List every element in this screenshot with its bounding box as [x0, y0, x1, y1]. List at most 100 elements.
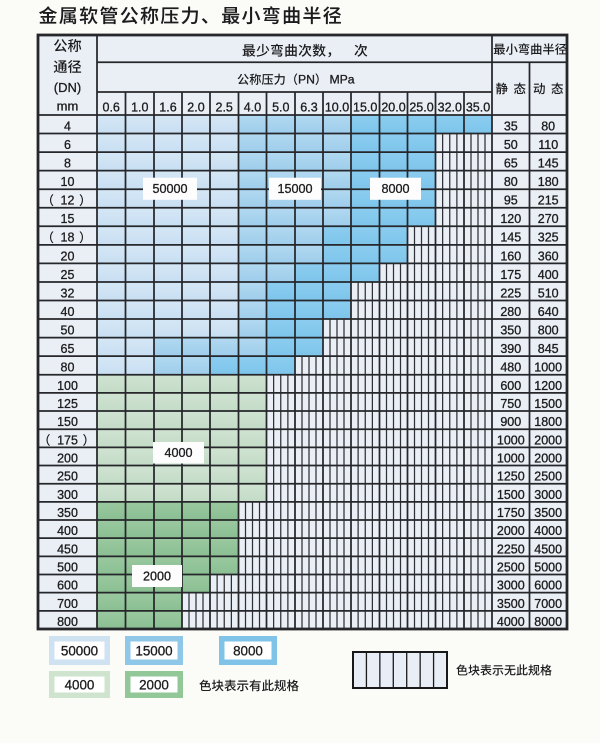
svg-text:2000: 2000 [534, 433, 562, 447]
svg-text:3000: 3000 [497, 579, 525, 593]
svg-text:600: 600 [57, 579, 78, 593]
svg-text:350: 350 [57, 506, 78, 520]
svg-text:2250: 2250 [497, 542, 525, 556]
svg-text:900: 900 [500, 415, 521, 429]
svg-text:2000: 2000 [497, 524, 525, 538]
svg-text:32.0: 32.0 [438, 101, 462, 115]
svg-text:800: 800 [538, 324, 559, 338]
svg-text:35.0: 35.0 [466, 101, 490, 115]
svg-text:mm: mm [57, 99, 79, 114]
svg-text:300: 300 [57, 488, 78, 502]
svg-text:20: 20 [61, 249, 75, 263]
svg-text:(DN): (DN) [54, 80, 81, 95]
svg-text:225: 225 [500, 286, 521, 300]
svg-text:450: 450 [57, 542, 78, 556]
svg-text:2000: 2000 [143, 570, 171, 584]
svg-text:7000: 7000 [534, 597, 562, 611]
svg-text:80: 80 [541, 119, 555, 133]
svg-text:325: 325 [538, 231, 559, 245]
svg-text:25: 25 [61, 268, 75, 282]
svg-text:80: 80 [61, 361, 75, 375]
svg-text:10: 10 [61, 175, 75, 189]
svg-text:12: 12 [61, 194, 75, 208]
svg-text:2500: 2500 [497, 561, 525, 575]
svg-text:50: 50 [504, 138, 518, 152]
svg-text:1000: 1000 [534, 361, 562, 375]
svg-text:1500: 1500 [534, 397, 562, 411]
svg-text:50000: 50000 [152, 182, 187, 196]
svg-text:1.6: 1.6 [159, 101, 176, 115]
svg-text:150: 150 [57, 415, 78, 429]
svg-text:40: 40 [61, 305, 75, 319]
svg-text:8000: 8000 [233, 644, 263, 659]
svg-text:1000: 1000 [497, 433, 525, 447]
svg-text:350: 350 [500, 324, 521, 338]
svg-text:2000: 2000 [139, 678, 169, 693]
svg-text:270: 270 [538, 212, 559, 226]
svg-text:120: 120 [500, 212, 521, 226]
svg-text:8000: 8000 [381, 182, 409, 196]
svg-text:145: 145 [500, 231, 521, 245]
svg-text:2000: 2000 [534, 452, 562, 466]
svg-text:5.0: 5.0 [272, 101, 289, 115]
svg-text:500: 500 [57, 561, 78, 575]
svg-text:2500: 2500 [534, 470, 562, 484]
svg-text:800: 800 [57, 615, 78, 629]
svg-text:PN: PN [298, 73, 315, 87]
svg-text:25.0: 25.0 [409, 101, 433, 115]
svg-text:4000: 4000 [497, 615, 525, 629]
svg-text:10.0: 10.0 [325, 101, 349, 115]
svg-text:4500: 4500 [534, 542, 562, 556]
svg-text:600: 600 [500, 379, 521, 393]
svg-text:175: 175 [57, 433, 78, 447]
svg-text:6000: 6000 [534, 579, 562, 593]
svg-text:65: 65 [504, 157, 518, 171]
svg-text:160: 160 [500, 249, 521, 263]
svg-text:180: 180 [538, 175, 559, 189]
svg-text:215: 215 [538, 194, 559, 208]
svg-text:15000: 15000 [277, 182, 312, 196]
svg-text:1800: 1800 [534, 415, 562, 429]
svg-text:8000: 8000 [534, 615, 562, 629]
svg-text:1200: 1200 [534, 379, 562, 393]
svg-text:0.6: 0.6 [103, 101, 120, 115]
svg-text:400: 400 [538, 268, 559, 282]
svg-text:4: 4 [64, 119, 71, 133]
svg-text:280: 280 [500, 305, 521, 319]
svg-text:1500: 1500 [497, 488, 525, 502]
svg-text:480: 480 [500, 361, 521, 375]
svg-text:15.0: 15.0 [353, 101, 377, 115]
svg-text:390: 390 [500, 342, 521, 356]
svg-text:400: 400 [57, 524, 78, 538]
svg-text:18: 18 [61, 231, 75, 245]
svg-text:100: 100 [57, 379, 78, 393]
svg-text:510: 510 [538, 286, 559, 300]
svg-text:5000: 5000 [534, 561, 562, 575]
svg-text:15000: 15000 [135, 644, 172, 659]
svg-text:3500: 3500 [497, 597, 525, 611]
svg-text:200: 200 [57, 452, 78, 466]
svg-text:700: 700 [57, 597, 78, 611]
svg-text:4000: 4000 [534, 524, 562, 538]
svg-text:750: 750 [500, 397, 521, 411]
svg-text:125: 125 [57, 397, 78, 411]
svg-text:65: 65 [61, 342, 75, 356]
svg-text:110: 110 [538, 138, 558, 152]
svg-text:6: 6 [64, 138, 71, 152]
svg-text:8: 8 [64, 157, 71, 171]
svg-text:3000: 3000 [534, 488, 562, 502]
svg-text:1250: 1250 [497, 470, 525, 484]
svg-text:3500: 3500 [534, 506, 562, 520]
svg-text:1.0: 1.0 [131, 101, 148, 115]
svg-text:2.0: 2.0 [187, 101, 204, 115]
svg-text:32: 32 [61, 286, 75, 300]
svg-text:4000: 4000 [65, 678, 95, 693]
svg-text:50000: 50000 [61, 644, 98, 659]
svg-text:4000: 4000 [164, 446, 192, 460]
svg-text:20.0: 20.0 [381, 101, 405, 115]
svg-text:845: 845 [538, 342, 559, 356]
svg-text:1000: 1000 [497, 452, 525, 466]
svg-text:1750: 1750 [497, 506, 525, 520]
svg-text:4.0: 4.0 [244, 101, 261, 115]
svg-text:145: 145 [538, 157, 559, 171]
